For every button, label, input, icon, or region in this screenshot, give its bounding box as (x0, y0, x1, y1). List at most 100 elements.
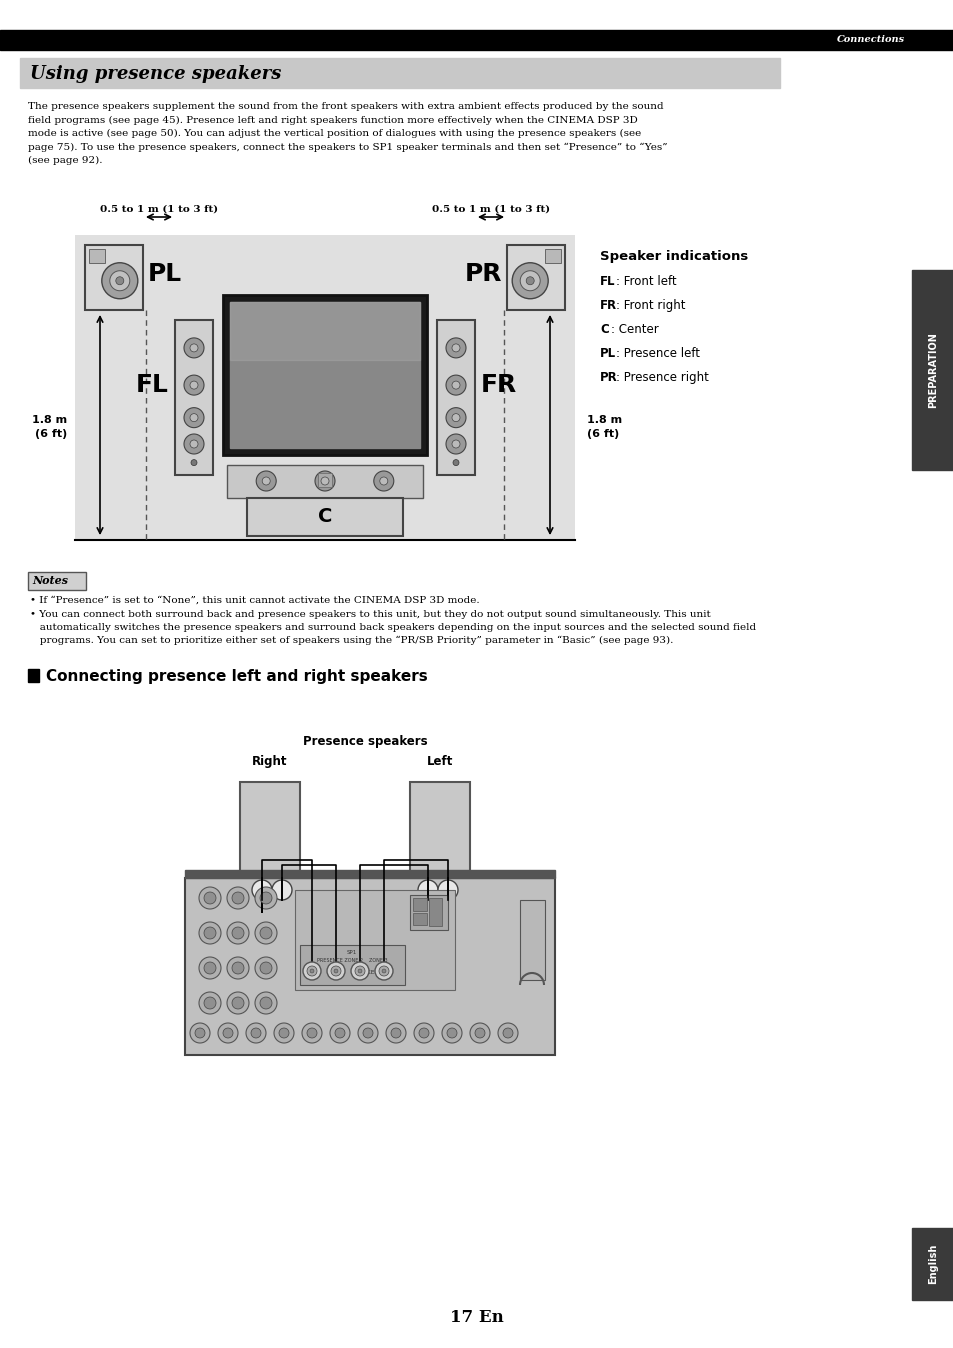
Circle shape (218, 1023, 237, 1043)
Text: 17 En: 17 En (450, 1309, 503, 1326)
Text: PL: PL (599, 346, 616, 360)
Text: FL: FL (599, 275, 615, 288)
Bar (0, 30, 953, 50)
Bar (911, 1228, 953, 1299)
Bar (89, 249, 105, 263)
Circle shape (274, 1023, 294, 1043)
Bar (85, 245, 143, 310)
Circle shape (254, 887, 276, 909)
Circle shape (446, 407, 465, 427)
Circle shape (191, 460, 196, 465)
Text: Right: Right (252, 755, 288, 768)
Text: Presence speakers: Presence speakers (302, 735, 427, 748)
Circle shape (204, 892, 215, 905)
Circle shape (320, 477, 329, 485)
Bar (413, 898, 427, 911)
Circle shape (232, 962, 244, 975)
Text: −: − (423, 886, 433, 895)
Circle shape (441, 1023, 461, 1043)
Circle shape (314, 470, 335, 491)
Bar (317, 473, 332, 487)
Text: Notes: Notes (32, 576, 68, 586)
Circle shape (307, 1029, 316, 1038)
Bar (185, 878, 555, 1055)
Text: 0.5 to 1 m (1 to 3 ft): 0.5 to 1 m (1 to 3 ft) (100, 205, 218, 214)
Text: The presence speakers supplement the sound from the front speakers with extra am: The presence speakers supplement the sou… (28, 102, 663, 111)
Circle shape (227, 887, 249, 909)
Circle shape (497, 1023, 517, 1043)
Circle shape (375, 962, 393, 980)
Circle shape (447, 1029, 456, 1038)
Circle shape (110, 271, 130, 291)
Text: Connecting presence left and right speakers: Connecting presence left and right speak… (46, 669, 427, 683)
Circle shape (204, 998, 215, 1010)
Circle shape (302, 1023, 322, 1043)
Circle shape (381, 969, 386, 973)
Bar (28, 572, 86, 590)
Text: 0.5 to 1 m (1 to 3 ft): 0.5 to 1 m (1 to 3 ft) (432, 205, 550, 214)
Circle shape (452, 344, 459, 352)
Text: Connections: Connections (836, 35, 904, 44)
Circle shape (232, 892, 244, 905)
Circle shape (272, 880, 292, 900)
Text: • You can connect both surround back and presence speakers to this unit, but the: • You can connect both surround back and… (30, 611, 710, 619)
Text: page 75). To use the presence speakers, connect the speakers to SP1 speaker term: page 75). To use the presence speakers, … (28, 143, 667, 152)
Circle shape (357, 969, 361, 973)
Text: : Center: : Center (610, 324, 659, 336)
Circle shape (307, 967, 316, 976)
Text: (see page 92).: (see page 92). (28, 156, 102, 164)
Circle shape (355, 967, 365, 976)
Circle shape (310, 969, 314, 973)
Circle shape (254, 992, 276, 1014)
Circle shape (526, 276, 534, 284)
Text: FR: FR (480, 373, 517, 398)
Circle shape (414, 1023, 434, 1043)
Circle shape (417, 880, 437, 900)
Bar (544, 249, 560, 263)
Circle shape (190, 414, 198, 422)
Circle shape (502, 1029, 513, 1038)
Text: programs. You can set to prioritize either set of speakers using the “PR/SB Prio: programs. You can set to prioritize eith… (30, 636, 673, 646)
Text: : Front left: : Front left (616, 275, 676, 288)
Circle shape (453, 460, 458, 465)
Circle shape (437, 880, 457, 900)
Text: : Front right: : Front right (616, 299, 685, 311)
Circle shape (227, 992, 249, 1014)
Circle shape (374, 470, 394, 491)
Circle shape (386, 1023, 406, 1043)
Text: FR: FR (599, 299, 617, 311)
Circle shape (227, 957, 249, 979)
Circle shape (190, 439, 198, 448)
Circle shape (223, 1029, 233, 1038)
Circle shape (278, 1029, 289, 1038)
Bar (410, 895, 448, 930)
Circle shape (256, 470, 276, 491)
Bar (185, 869, 555, 878)
Circle shape (260, 998, 272, 1010)
Circle shape (190, 381, 198, 390)
Circle shape (199, 887, 221, 909)
Circle shape (260, 892, 272, 905)
Bar (911, 270, 953, 470)
Circle shape (232, 998, 244, 1010)
Circle shape (204, 927, 215, 940)
Circle shape (391, 1029, 400, 1038)
Text: PR: PR (464, 263, 501, 286)
Circle shape (351, 962, 369, 980)
Bar (230, 302, 419, 448)
Bar (299, 945, 405, 985)
Bar (429, 898, 441, 926)
Text: PRESENCE ZONE 2    ZONE 3: PRESENCE ZONE 2 ZONE 3 (316, 958, 387, 962)
Circle shape (199, 992, 221, 1014)
Text: PL: PL (148, 263, 182, 286)
Circle shape (184, 434, 204, 454)
Circle shape (194, 1029, 205, 1038)
Circle shape (335, 1029, 345, 1038)
Text: : Presence right: : Presence right (616, 371, 708, 384)
Circle shape (184, 375, 204, 395)
Text: : Presence left: : Presence left (616, 346, 700, 360)
Circle shape (452, 439, 459, 448)
Circle shape (327, 962, 345, 980)
Text: automatically switches the presence speakers and surround back speakers dependin: automatically switches the presence spea… (30, 623, 756, 632)
Bar (294, 890, 455, 989)
